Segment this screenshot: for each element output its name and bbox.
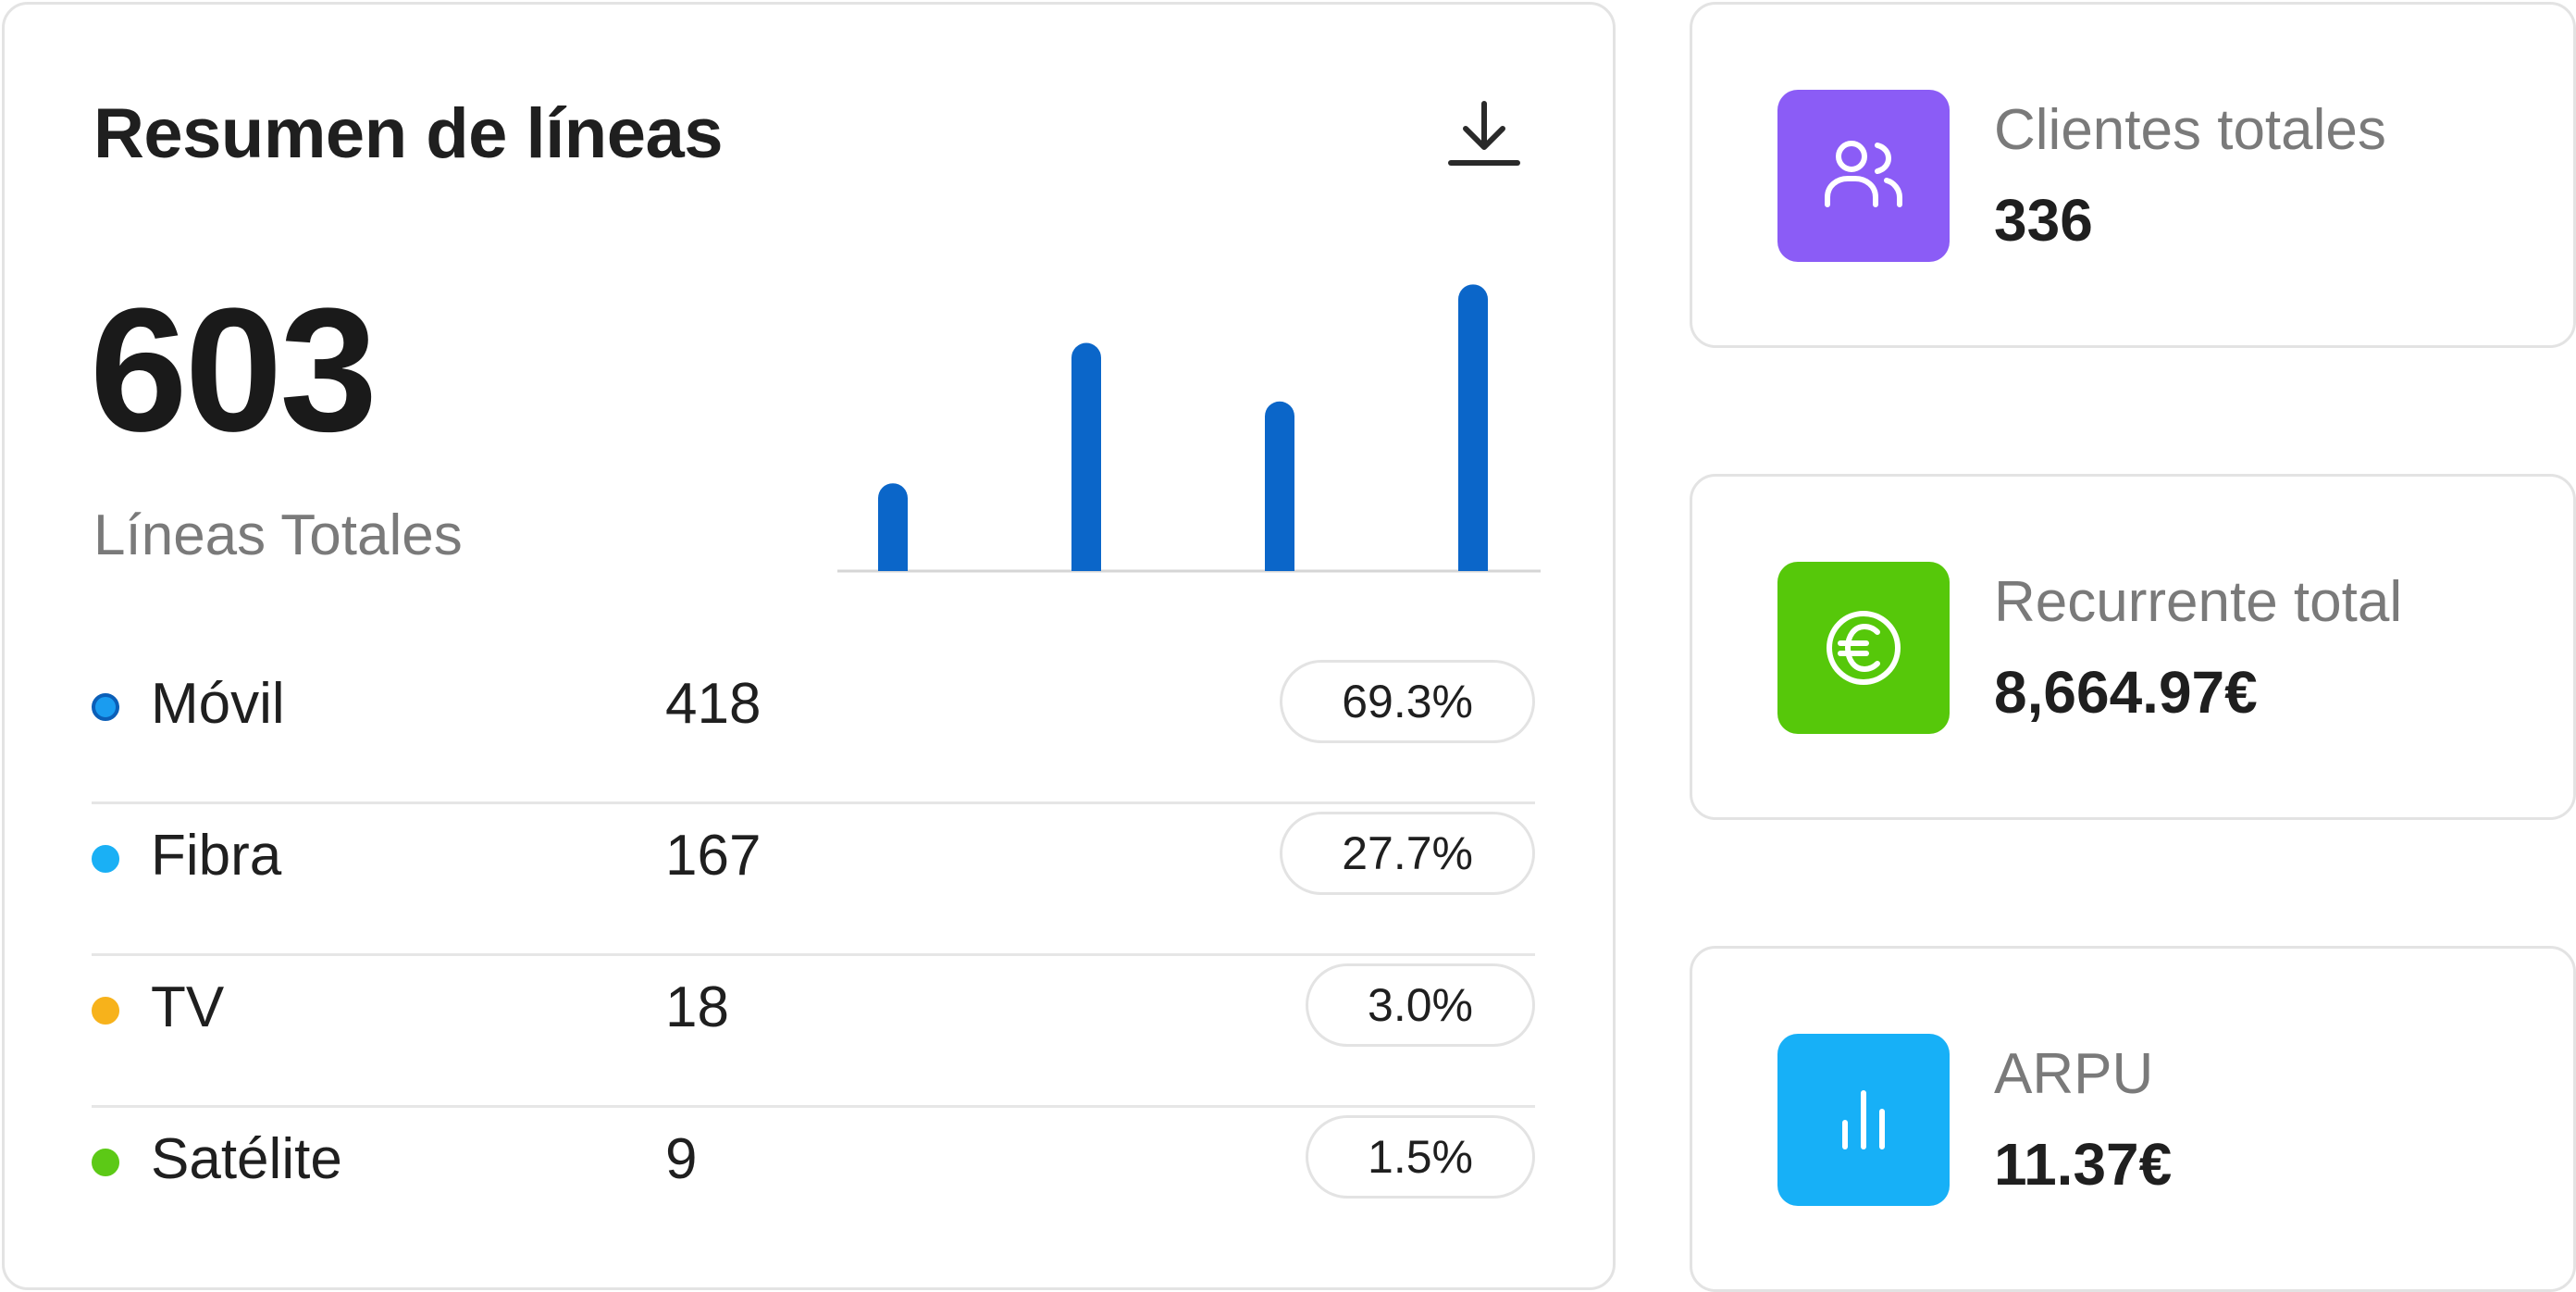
line-type-list: Móvil 418 69.3% Fibra 167 27.7% TV 18 3.… — [92, 652, 1535, 1260]
row-name: Satélite — [151, 1127, 342, 1191]
list-item-tv: TV 18 3.0% — [92, 956, 1535, 1108]
row-count: 418 — [665, 672, 762, 736]
row-name: Móvil — [151, 672, 285, 736]
row-count: 167 — [665, 824, 762, 888]
stat-label: Clientes totales — [1994, 98, 2386, 162]
percent-badge: 3.0% — [1306, 963, 1535, 1047]
chart-bar-3 — [1265, 401, 1294, 571]
row-name: TV — [151, 975, 225, 1039]
arpu-card[interactable]: ARPU 11.37€ — [1690, 946, 2576, 1292]
stat-label: ARPU — [1994, 1042, 2154, 1106]
total-clients-card[interactable]: Clientes totales 336 — [1690, 2, 2576, 348]
stat-icon-box — [1777, 562, 1950, 734]
percent-badge: 69.3% — [1280, 660, 1535, 743]
total-lines-value: 603 — [90, 272, 378, 468]
download-icon — [1448, 101, 1520, 166]
row-count: 9 — [665, 1127, 698, 1191]
stat-value: 336 — [1994, 187, 2093, 254]
chart-bar-1 — [878, 483, 908, 571]
list-item-movil: Móvil 418 69.3% — [92, 652, 1535, 804]
lines-summary-card: Resumen de líneas 603 Líneas Totales Móv… — [2, 2, 1616, 1290]
stat-value: 11.37€ — [1994, 1131, 2173, 1198]
tv-dot — [92, 997, 119, 1025]
list-item-fibra: Fibra 167 27.7% — [92, 804, 1535, 956]
bar-chart-icon — [1842, 1090, 1885, 1149]
stat-icon-box — [1777, 90, 1950, 262]
stat-value: 8,664.97€ — [1994, 659, 2258, 726]
download-button[interactable] — [1444, 95, 1524, 175]
fibra-dot — [92, 845, 119, 873]
lines-bar-chart — [837, 284, 1541, 573]
stat-icon-box — [1777, 1034, 1950, 1206]
row-count: 18 — [665, 975, 729, 1039]
chart-bar-2 — [1071, 342, 1101, 571]
satelite-dot — [92, 1149, 119, 1176]
euro-icon — [1827, 611, 1901, 685]
row-name: Fibra — [151, 824, 282, 888]
card-title: Resumen de líneas — [93, 94, 724, 173]
percent-badge: 1.5% — [1306, 1115, 1535, 1199]
recurring-total-card[interactable]: Recurrente total 8,664.97€ — [1690, 474, 2576, 820]
total-lines-label: Líneas Totales — [93, 503, 463, 567]
movil-dot — [92, 693, 119, 721]
chart-bar-4 — [1458, 284, 1488, 571]
stat-label: Recurrente total — [1994, 570, 2403, 634]
list-item-satelite: Satélite 9 1.5% — [92, 1108, 1535, 1260]
percent-badge: 27.7% — [1280, 812, 1535, 895]
users-icon — [1825, 141, 1902, 207]
